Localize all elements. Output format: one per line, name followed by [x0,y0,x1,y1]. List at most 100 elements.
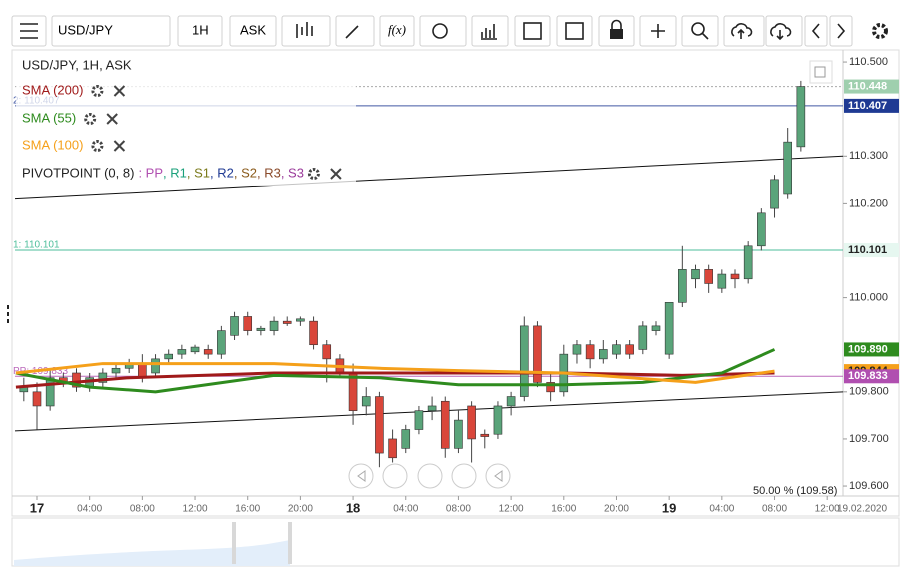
candle-body [203,349,213,355]
x-tick-label: 08:00 [762,504,787,515]
indicator-button[interactable] [379,15,415,47]
candle-body [217,330,226,355]
remove-icon[interactable] [113,140,126,152]
x-tick-label: 20:00 [604,504,629,515]
pivot-legend-item: , S3 [281,165,304,180]
x-tick-label: 18 [346,500,360,515]
side-button[interactable] [229,15,277,47]
zoom-handle [701,32,709,40]
pivot-legend-item: , S2 [234,165,257,180]
candle-body [717,273,727,289]
candle-body [177,349,187,355]
pivot-legend-item: , R2 [210,165,234,180]
y-tick-label: 109.700 [849,433,889,445]
navigator-handle[interactable] [232,522,236,564]
last-price-badge: 110.448 [848,80,887,92]
candle-body [230,316,239,336]
candle-body [375,396,384,454]
x-tick-label: 12:00 [815,504,840,515]
settings-icon[interactable] [91,140,104,152]
navigator-area [14,540,290,566]
prev-icon [811,23,820,39]
settings-icon[interactable] [872,23,888,39]
chart-type-button[interactable] [281,15,331,47]
interval-button[interactable] [177,15,223,47]
zoom-icon [691,22,705,36]
scroll-left-button[interactable] [348,463,374,489]
symbol-text: USD/JPY [58,22,113,37]
info-icon [432,23,448,39]
function-text: f(x) [388,22,406,37]
candle-body [757,212,766,247]
legend-caption: USD/JPY, 1H, ASK [22,57,132,72]
candle-body [599,349,608,360]
draw-button[interactable] [335,15,375,47]
x-tick-label: 12:00 [183,504,208,515]
legend-entry: SMA (100) [22,137,83,152]
candle-body [638,325,648,350]
x-tick-label: 04:00 [77,504,102,515]
settings-icon[interactable] [307,168,320,180]
candle-body [282,320,292,324]
legend-entry: SMA (200) [22,82,83,97]
candle-body [519,325,529,397]
candle-body [625,344,634,355]
candle-body [493,405,503,435]
load-button[interactable] [765,15,803,47]
candle-body [138,363,147,378]
remove-icon[interactable] [113,85,126,97]
pivot-legend-item: : PP [138,165,163,180]
pen-icon [345,25,359,39]
zoom-button[interactable] [681,15,719,47]
document-icon [565,22,584,40]
candles-icon [296,22,313,38]
candle-body [704,269,713,284]
template-button[interactable] [556,15,593,47]
scroll-right-button[interactable] [485,463,511,489]
level-badge: 109.833 [848,370,888,382]
popout-button[interactable] [809,60,833,84]
next-button[interactable] [829,15,853,47]
sma-badge-box [844,342,899,357]
navigator-handle[interactable] [288,522,292,564]
candle-body [454,419,463,449]
calendar-button[interactable] [514,15,551,47]
candle-body [730,273,740,280]
candle-body [612,344,621,355]
candle-body [664,302,674,355]
candle-body [480,433,490,437]
prev-button[interactable] [804,15,828,47]
save-button[interactable] [723,15,765,47]
retracement-label: 50.00 % (109.58) [753,485,837,497]
x-tick-label: 12:00 [499,504,524,515]
calendar-icon [523,22,542,40]
candle-body [111,367,121,374]
symbol-input[interactable] [51,15,171,47]
settings-icon[interactable] [91,85,104,97]
x-tick-label: 08:00 [446,504,471,515]
sma-line [15,348,776,394]
candle-body [45,377,55,407]
x-tick-label: 16:00 [551,504,576,515]
remove-icon[interactable] [106,113,118,125]
reset-button[interactable] [417,463,443,489]
remove-icon[interactable] [330,168,342,180]
trend-line [14,155,844,200]
x-tick-label: 19 [662,500,676,515]
settings-icon[interactable] [84,113,97,125]
trend-line [14,391,844,432]
candle-body [678,269,687,303]
zoom-in-button[interactable] [451,463,477,489]
level-badge: 110.101 [848,244,887,256]
info-button[interactable] [419,15,467,47]
zoom-out-button[interactable] [382,463,408,489]
candle-body [743,245,753,280]
nav-arrows [357,470,503,482]
menu-icon [20,23,38,39]
level-badge-box [844,369,899,384]
last-price-badge-box [844,79,899,94]
level-badge: 110.407 [848,100,887,112]
x-tick-label: 08:00 [130,504,155,515]
toolbar: USD/JPY 1H ASK f(x) [11,15,888,47]
